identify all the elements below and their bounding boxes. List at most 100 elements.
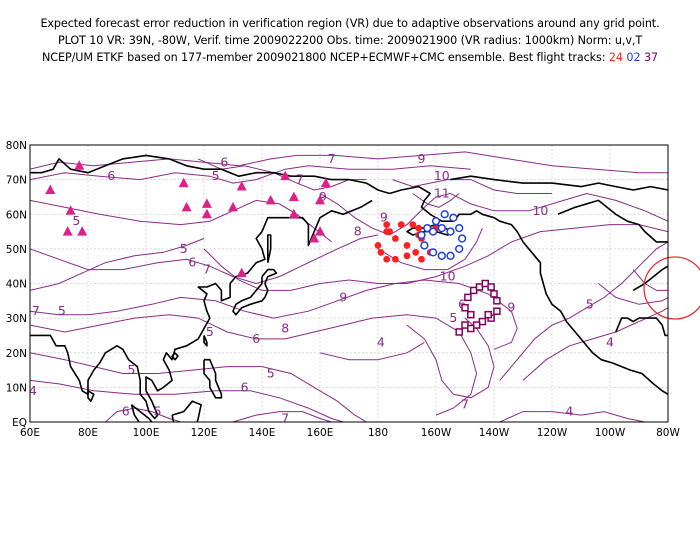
track-24-marker xyxy=(409,221,417,229)
track-02-marker xyxy=(446,251,455,260)
track-24-marker xyxy=(386,228,393,235)
track-37-marker xyxy=(467,310,475,319)
contour-value-label: 5 xyxy=(58,303,66,318)
contour-value-label: 10 xyxy=(440,269,456,284)
triangle-marker xyxy=(181,201,192,212)
y-tick-label: 30N xyxy=(6,313,27,325)
track-37-marker xyxy=(493,307,501,315)
contour-line xyxy=(499,241,668,381)
contour-value-label: 9 xyxy=(339,289,347,304)
y-tick-label: 20N xyxy=(6,348,27,360)
coastline xyxy=(30,154,390,195)
coastline xyxy=(203,335,208,347)
coastline xyxy=(450,175,668,191)
contour-line xyxy=(319,192,668,236)
triangle-marker xyxy=(265,194,276,205)
track-02-marker xyxy=(428,248,438,257)
contour-line xyxy=(105,407,181,422)
x-tick-label: 80E xyxy=(78,427,98,439)
track-02-marker xyxy=(431,217,441,226)
coastline xyxy=(267,234,272,263)
x-tick-label: 180 xyxy=(368,427,388,439)
triangle-marker xyxy=(288,191,299,201)
contour-value-label: 7 xyxy=(296,172,304,187)
triangle-marker xyxy=(315,226,325,236)
track-02-marker xyxy=(457,234,467,243)
graticule xyxy=(30,145,668,422)
track-02-marker xyxy=(437,223,446,233)
contour-line xyxy=(522,307,668,381)
contour-line xyxy=(30,165,471,184)
contour-value-label: 5 xyxy=(72,213,80,228)
contour-line xyxy=(232,411,332,422)
contour-value-label: 9 xyxy=(418,151,426,166)
contour-value-label: 6 xyxy=(252,331,260,346)
coastline xyxy=(557,199,668,243)
x-tick-label: 140W xyxy=(479,427,510,439)
track-label-02: 02 xyxy=(626,51,641,64)
track-24-marker xyxy=(392,235,399,242)
contour-value-label: 6 xyxy=(188,255,196,270)
track-label-37: 37 xyxy=(643,51,658,64)
track-24-marker xyxy=(415,224,422,232)
contour-line xyxy=(30,238,205,291)
contour-value-label: 8 xyxy=(281,321,289,336)
y-tick-label: 70N xyxy=(6,175,27,187)
triangle-marker xyxy=(201,208,212,219)
track-02-marker xyxy=(455,244,464,254)
coastline xyxy=(232,268,278,316)
track-37-marker xyxy=(493,297,501,305)
triangle-marker xyxy=(320,177,331,188)
contour-value-label: 7 xyxy=(281,411,289,426)
track-24-marker xyxy=(383,221,391,229)
contour-value-label: 6 xyxy=(458,296,466,311)
contour-value-label: 6 xyxy=(220,154,228,169)
track-02-marker xyxy=(455,223,464,233)
track-24-marker xyxy=(383,255,391,263)
triangle-marker xyxy=(315,194,325,205)
contour-line xyxy=(30,234,379,285)
x-tick-label: 80W xyxy=(656,427,680,439)
y-tick-label: 10N xyxy=(6,382,27,394)
triangle-marker xyxy=(45,184,56,195)
contour-line xyxy=(377,227,483,271)
triangle-marker xyxy=(288,208,299,219)
contour-value-label: 7 xyxy=(203,262,211,277)
coastline xyxy=(203,358,223,399)
contour-value-label: 4 xyxy=(606,334,614,349)
triangle-marker xyxy=(74,160,85,170)
track-02-marker xyxy=(420,241,429,250)
y-tick-label: 50N xyxy=(6,244,27,256)
contour-line xyxy=(197,158,367,191)
x-tick-label: 140E xyxy=(249,427,276,439)
triangle-marker xyxy=(178,177,189,188)
contour-value-label: 6 xyxy=(673,199,681,214)
track-37-marker xyxy=(455,328,463,336)
track-02-marker xyxy=(437,251,446,260)
contour-line xyxy=(319,341,425,361)
contour-line xyxy=(598,283,668,305)
flight-tracks xyxy=(374,210,501,336)
triangle-marker xyxy=(62,226,73,236)
coastline xyxy=(639,317,668,337)
track-02-marker xyxy=(440,210,449,219)
track-02-marker xyxy=(428,227,438,236)
track-37-marker xyxy=(467,324,475,333)
track-02-marker xyxy=(417,230,426,240)
contour-value-label: 4 xyxy=(377,334,385,349)
contour-value-label: 5 xyxy=(128,362,136,377)
contour-line xyxy=(30,199,332,243)
triangle-marker xyxy=(228,201,238,212)
axis-labels: 60E 80E 100E 120E 140E 160E 180 160W 140W 120W 100… xyxy=(6,140,681,439)
track-label-24: 24 xyxy=(608,51,623,64)
triangle-marker xyxy=(201,198,212,208)
contour-value-label: 5 xyxy=(449,310,457,325)
title-line-2: PLOT 10 VR: 39N, -80W, Verif. time 20090… xyxy=(57,34,643,47)
y-tick-label: 60N xyxy=(6,209,27,221)
contour-line xyxy=(392,179,552,194)
coastline xyxy=(171,352,179,361)
contour-value-label: 5 xyxy=(586,296,594,311)
contour-line xyxy=(30,314,478,416)
coastline xyxy=(30,199,373,420)
